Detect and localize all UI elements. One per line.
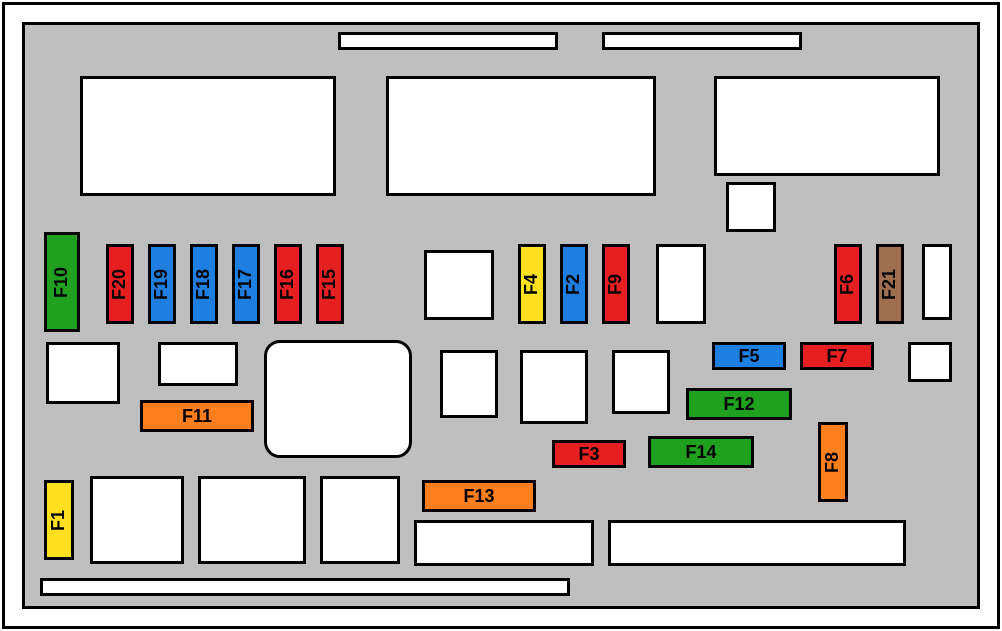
fuse-label: F15: [320, 268, 341, 299]
fuse-label: F20: [110, 268, 131, 299]
fuse-label: F1: [48, 509, 69, 530]
fuse-label: F4: [521, 273, 542, 294]
fuse-f8: F8: [818, 422, 848, 502]
fuse-label: F17: [236, 268, 257, 299]
blank-box: [726, 182, 776, 232]
fuse-f3: F3: [552, 440, 626, 468]
fuse-f16: F16: [274, 244, 302, 324]
fuse-label: F12: [723, 394, 754, 415]
blank-box: [338, 32, 558, 50]
fuse-f21: F21: [876, 244, 904, 324]
fuse-label: F18: [194, 268, 215, 299]
fuse-label: F3: [578, 444, 599, 465]
fuse-f11: F11: [140, 400, 254, 432]
fuse-label: F5: [738, 346, 759, 367]
blank-box: [198, 476, 306, 564]
fuse-f17: F17: [232, 244, 260, 324]
fuse-f2: F2: [560, 244, 588, 324]
blank-box: [440, 350, 498, 418]
blank-box: [320, 476, 400, 564]
fuse-f1: F1: [44, 480, 74, 560]
blank-box: [612, 350, 670, 414]
blank-box: [908, 342, 952, 382]
blank-box: [158, 342, 238, 386]
fuse-label: F6: [837, 273, 858, 294]
blank-box: [414, 520, 594, 566]
fuse-f10: F10: [44, 232, 80, 332]
fuse-label: F2: [563, 273, 584, 294]
fuse-f7: F7: [800, 342, 874, 370]
blank-box: [922, 244, 952, 320]
blank-box: [80, 76, 336, 196]
blank-box: [90, 476, 184, 564]
blank-box: [46, 342, 120, 404]
blank-box: [714, 76, 940, 176]
fuse-label: F7: [826, 346, 847, 367]
blank-box: [656, 244, 706, 324]
fuse-label: F14: [685, 442, 716, 463]
fuse-f20: F20: [106, 244, 134, 324]
blank-box: [40, 578, 570, 596]
blank-box: [602, 32, 802, 50]
fuse-label: F9: [605, 273, 626, 294]
fuse-f13: F13: [422, 480, 536, 512]
fuse-f9: F9: [602, 244, 630, 324]
fuse-label: F21: [880, 268, 901, 299]
fuse-f14: F14: [648, 436, 754, 468]
fuse-f5: F5: [712, 342, 786, 370]
fuse-f18: F18: [190, 244, 218, 324]
fuse-label: F19: [152, 268, 173, 299]
fuse-label: F10: [52, 266, 73, 297]
fuse-f12: F12: [686, 388, 792, 420]
fuse-f19: F19: [148, 244, 176, 324]
fuse-f4: F4: [518, 244, 546, 324]
fuse-label: F13: [463, 486, 494, 507]
blank-box: [386, 76, 656, 196]
fuse-f6: F6: [834, 244, 862, 324]
blank-box: [520, 350, 588, 424]
fuse-f15: F15: [316, 244, 344, 324]
fuse-label: F11: [182, 406, 212, 427]
fuse-label: F16: [278, 268, 299, 299]
blank-box: [608, 520, 906, 566]
blank-box: [424, 250, 494, 320]
blank-box: [264, 340, 412, 458]
fuse-label: F8: [822, 451, 843, 472]
